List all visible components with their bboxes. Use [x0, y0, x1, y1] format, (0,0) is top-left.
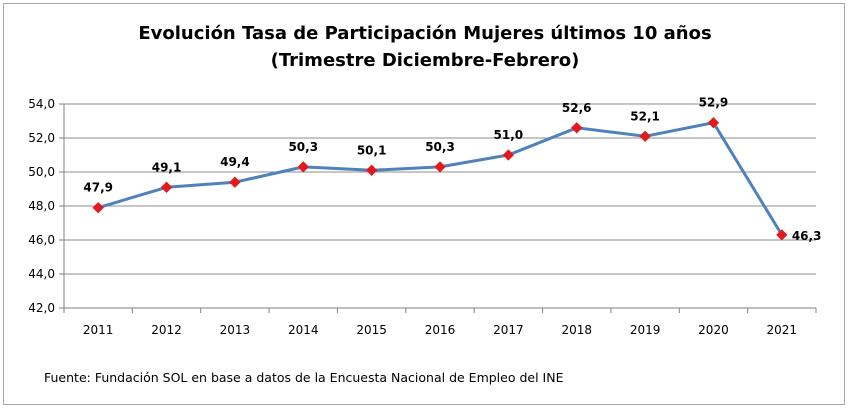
x-tick-label-2014: 2014 — [288, 323, 319, 337]
gridlines — [64, 103, 816, 275]
data-point-2016 — [434, 161, 446, 173]
data-point-2014 — [297, 161, 309, 173]
y-tick-label-3: 48,0 — [28, 199, 55, 213]
y-tick-label-2: 46,0 — [28, 233, 55, 247]
x-tick-label-2012: 2012 — [151, 323, 182, 337]
x-tick-label-2015: 2015 — [356, 323, 387, 337]
y-tick-label-1: 44,0 — [28, 267, 55, 281]
data-point-2019 — [639, 130, 651, 142]
data-point-2021 — [776, 229, 788, 241]
x-tick-label-2021: 2021 — [767, 323, 798, 337]
x-tick-label-2016: 2016 — [425, 323, 456, 337]
y-tick-labels: 42,0 44,0 46,0 48,0 50,0 52,0 54,0 — [28, 97, 55, 315]
data-label-2018: 52,6 — [562, 101, 592, 115]
x-tick-label-2011: 2011 — [83, 323, 114, 337]
y-tick-label-4: 50,0 — [28, 165, 55, 179]
x-tick-label-2013: 2013 — [220, 323, 251, 337]
x-tick-label-2017: 2017 — [493, 323, 524, 337]
data-point-2012 — [160, 181, 173, 193]
y-tick-label-5: 52,0 — [28, 131, 55, 145]
y-tick-label-6: 54,0 — [28, 97, 55, 111]
data-point-2018 — [571, 122, 583, 134]
line-chart: 42,044,046,048,050,052,054,0 2011 2012 201… — [28, 96, 821, 337]
source-note: Fuente: Fundación SOL en base a datos de… — [44, 370, 564, 385]
data-label-2011: 47,9 — [83, 181, 113, 195]
data-label-2012: 49,1 — [152, 160, 182, 174]
chart-frame: Evolución Tasa de Participación Mujeres … — [3, 3, 845, 405]
data-point-2013 — [229, 176, 241, 188]
data-label-2019: 52,1 — [630, 109, 660, 123]
x-tick-label-2018: 2018 — [561, 323, 592, 337]
data-label-2014: 50,3 — [288, 140, 318, 154]
axes — [59, 103, 817, 313]
chart-title-line-2: (Trimestre Diciembre-Febrero) — [270, 50, 580, 71]
data-label-2015: 50,1 — [357, 143, 387, 157]
y-tick-label-0: 42,0 — [28, 301, 55, 315]
series — [92, 117, 788, 241]
data-label-2021: 46,3 — [792, 229, 822, 243]
chart-title: Evolución Tasa de Participación Mujeres … — [4, 20, 846, 74]
data-labels: 47,9 49,1 49,4 50,3 50,1 50,3 51,0 52,6 52,1 52,9… — [83, 96, 821, 243]
x-tick-label-2020: 2020 — [698, 323, 729, 337]
chart-title-line-1: Evolución Tasa de Participación Mujeres … — [138, 23, 712, 44]
data-point-2011 — [92, 202, 104, 214]
data-label-2013: 49,4 — [220, 155, 250, 169]
x-tick-labels: 2011 2012 2013 2014 2015 2016 2017 2018 2019 2020… — [83, 323, 797, 337]
data-label-2016: 50,3 — [425, 140, 455, 154]
data-label-2020: 52,9 — [699, 96, 729, 110]
data-label-2017: 51,0 — [494, 128, 524, 142]
data-point-2017 — [502, 149, 515, 161]
data-point-2015 — [365, 164, 378, 176]
x-tick-label-2019: 2019 — [630, 323, 661, 337]
